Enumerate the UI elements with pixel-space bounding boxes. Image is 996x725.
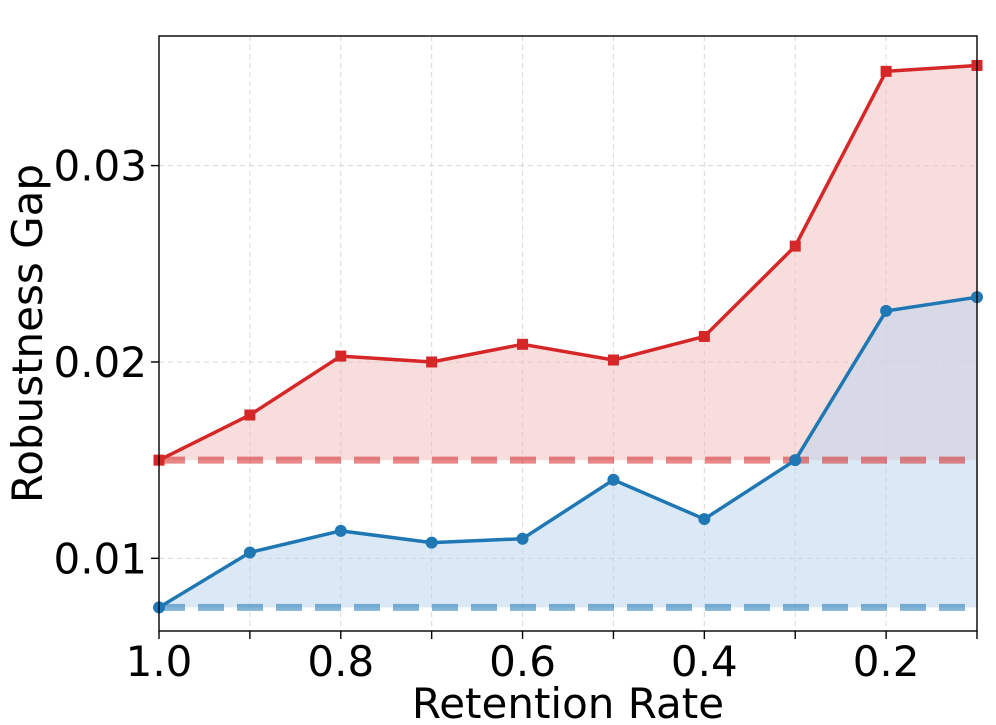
series-0-point-1 — [244, 409, 256, 421]
series-lines — [158, 63, 978, 609]
x-tick-label-0: 1.0 — [126, 637, 193, 686]
series-1-point-7 — [789, 454, 802, 467]
series-0-point-6 — [698, 330, 710, 342]
series-1-point-5 — [607, 473, 620, 486]
series-0-line — [158, 63, 978, 462]
series-1-point-6 — [698, 513, 711, 526]
y-tick-label-1: 0.02 — [53, 338, 147, 387]
series-1-point-4 — [516, 532, 529, 545]
x-tick-label-4: 0.2 — [853, 637, 920, 686]
y-tick-label-2: 0.03 — [53, 142, 147, 191]
fill-areas — [159, 65, 977, 608]
series-0-point-4 — [517, 338, 529, 350]
x-axis-label: Retention Rate — [412, 679, 724, 725]
series-1-point-2 — [334, 524, 347, 537]
series-0-point-7 — [789, 240, 801, 252]
series-0-point-2 — [335, 350, 347, 362]
plot-frame — [158, 35, 978, 632]
series-1-fill — [159, 297, 977, 608]
series-1-point-8 — [880, 304, 893, 317]
series-0-fill — [159, 65, 977, 461]
series-0-point-3 — [426, 356, 438, 368]
series-1-point-1 — [243, 546, 256, 559]
x-tick-label-1: 0.8 — [307, 637, 374, 686]
y-axis-label: Robustness Gap — [3, 164, 52, 503]
series-0-point-5 — [607, 354, 619, 366]
baselines — [159, 456, 977, 611]
series-1-point-3 — [425, 536, 438, 549]
series-1-line — [158, 295, 978, 609]
x-tick-label-3: 0.4 — [671, 637, 738, 686]
y-tick-label-0: 0.01 — [53, 534, 147, 583]
x-tick-label-2: 0.6 — [489, 637, 556, 686]
series-0-point-8 — [880, 65, 892, 77]
ticks: 1.0 0.8 0.6 0.4 0.2 0.01 0.02 0.03 — [53, 142, 978, 686]
